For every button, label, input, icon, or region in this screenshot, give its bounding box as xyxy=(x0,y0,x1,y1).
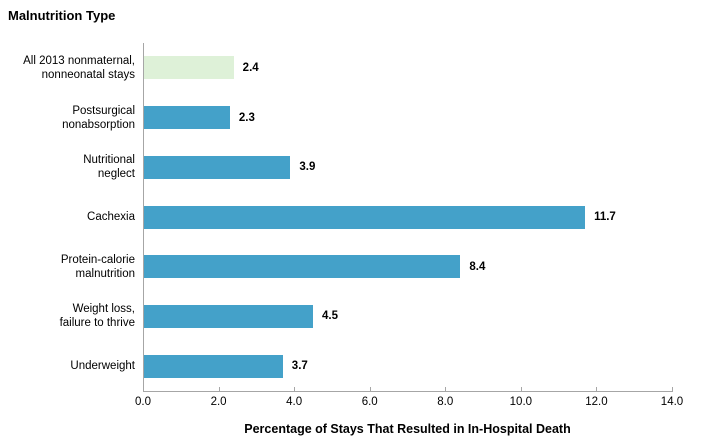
x-tick-mark xyxy=(672,387,673,391)
category-label: All 2013 nonmaternal, nonneonatal stays xyxy=(23,54,135,81)
bar-value-label: 3.9 xyxy=(299,161,316,174)
chart-row: Protein-calorie malnutrition 8.4 xyxy=(0,242,708,292)
chart-title: Malnutrition Type xyxy=(8,8,116,23)
bar-value-label: 2.4 xyxy=(242,61,259,74)
category-label: Cachexia xyxy=(87,211,135,224)
x-tick-mark xyxy=(143,387,144,391)
x-axis-line xyxy=(143,391,673,392)
x-tick-label: 12.0 xyxy=(585,396,608,408)
chart-row: Nutritional neglect 3.9 xyxy=(0,142,708,192)
x-axis-ticks: 0.0 2.0 4.0 6.0 8.0 10.0 12.0 14.0 xyxy=(135,387,683,415)
chart-row: Weight loss, failure to thrive 4.5 xyxy=(0,292,708,342)
chart-row: All 2013 nonmaternal, nonneonatal stays 2… xyxy=(0,43,708,93)
category-label: Nutritional neglect xyxy=(83,154,135,181)
x-tick-mark xyxy=(294,387,296,391)
bar-value-label: 4.5 xyxy=(322,310,339,323)
bar-value-label: 11.7 xyxy=(594,211,616,224)
bar-value-label: 3.7 xyxy=(291,360,308,373)
y-axis-line xyxy=(143,43,144,392)
x-tick-label: 6.0 xyxy=(361,396,378,408)
category-label: Protein-calorie malnutrition xyxy=(60,253,135,280)
x-tick-mark xyxy=(369,387,371,391)
chart-row: Cachexia 11.7 xyxy=(0,192,708,242)
x-tick-label: 2.0 xyxy=(210,396,227,408)
bar xyxy=(143,155,291,179)
x-tick-mark xyxy=(520,387,522,391)
chart-row: Underweight 3.7 xyxy=(0,341,708,391)
category-label: Underweight xyxy=(70,360,135,373)
x-tick-mark xyxy=(218,387,220,391)
x-tick-label: 14.0 xyxy=(660,396,684,408)
category-label: Postsurgical nonabsorption xyxy=(62,104,135,131)
x-tick-label: 4.0 xyxy=(286,396,303,408)
bar-value-label: 2.3 xyxy=(238,111,255,124)
x-axis-title: Percentage of Stays That Resulted in In-… xyxy=(244,422,571,436)
bar xyxy=(143,255,461,279)
bar xyxy=(143,354,283,378)
x-tick-mark xyxy=(445,387,447,391)
bar xyxy=(143,56,234,80)
bar xyxy=(143,205,586,229)
bar xyxy=(143,304,314,328)
x-tick-label: 10.0 xyxy=(509,396,533,408)
bar xyxy=(143,106,230,130)
category-label: Weight loss, failure to thrive xyxy=(59,303,135,330)
bar-value-label: 8.4 xyxy=(469,260,486,273)
plot-rows: All 2013 nonmaternal, nonneonatal stays 2… xyxy=(0,43,708,391)
x-tick-mark xyxy=(596,387,598,391)
chart-row: Postsurgical nonabsorption 2.3 xyxy=(0,93,708,143)
x-tick-label: 8.0 xyxy=(437,396,454,408)
x-tick-label: 0.0 xyxy=(135,396,151,408)
